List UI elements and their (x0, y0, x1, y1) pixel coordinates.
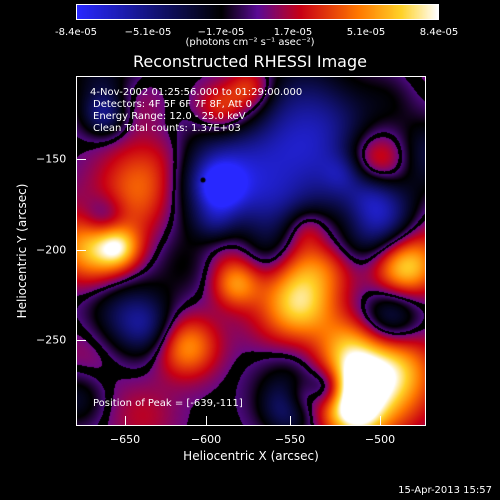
date-stamp: 15-Apr-2013 15:57 (398, 485, 492, 496)
x-axis-label: Heliocentric X (arcsec) (183, 449, 319, 463)
x-tick-label: −650 (109, 433, 141, 446)
colorbar-tick: -8.4e-05 (55, 27, 97, 38)
y-tick-label: −150 (36, 152, 67, 166)
colorbar-tick: 5.1e-05 (346, 27, 386, 38)
colorbar (76, 4, 439, 20)
colorbar-tick: −1.7e-05 (197, 27, 245, 38)
y-tick-label: −250 (36, 333, 67, 347)
x-tick-label: −500 (364, 433, 396, 446)
time-range-label: 4-Nov-2002 01:25:56.000 to 01:29:00.000 (90, 87, 303, 98)
colorbar-tick: 8.4e-05 (419, 27, 459, 38)
x-tick-label: −600 (190, 433, 222, 446)
rhessi-image (76, 76, 426, 426)
y-tick-label: −200 (36, 243, 67, 257)
x-tick-mark (380, 416, 381, 426)
x-tick-mark (206, 416, 207, 426)
energy-range-label: Energy Range: 12.0 - 25.0 keV (93, 111, 246, 122)
x-tick-label: −550 (274, 433, 306, 446)
colorbar-units: (photons cm⁻² s⁻¹ asec⁻²) (185, 37, 315, 48)
plot-title: Reconstructed RHESSI Image (133, 52, 367, 71)
colorbar-tick: 1.7e-05 (273, 27, 313, 38)
detectors-label: Detectors: 4F 5F 6F 7F 8F, Att 0 (93, 99, 253, 110)
colorbar-tick: −5.1e-05 (124, 27, 172, 38)
x-tick-mark (290, 416, 291, 426)
y-tick-mark (76, 159, 86, 160)
x-tick-mark (125, 416, 126, 426)
y-axis-label: Heliocentric Y (arcsec) (15, 183, 29, 319)
peak-position-label: Position of Peak = [-639,-111] (93, 398, 243, 409)
clean-counts-label: Clean Total counts: 1.37E+03 (93, 123, 241, 134)
y-tick-mark (76, 340, 86, 341)
y-tick-mark (76, 250, 86, 251)
